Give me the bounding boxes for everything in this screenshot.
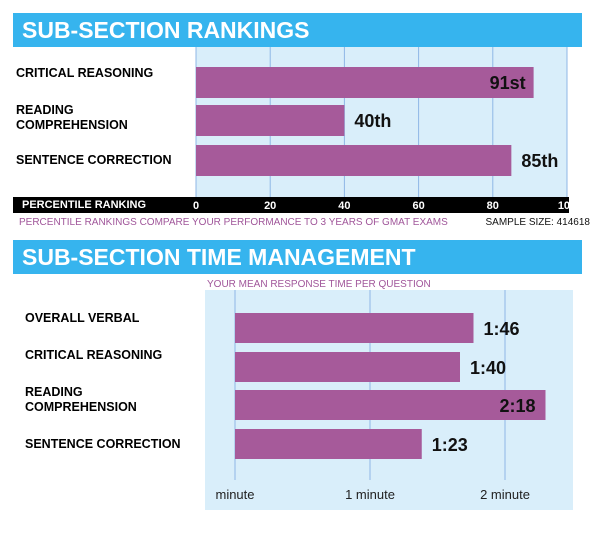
- time-chart-subtitle: YOUR MEAN RESPONSE TIME PER QUESTION: [207, 279, 431, 290]
- rankings-chart: 91st 40th 85th: [195, 47, 568, 197]
- rankings-tick-label: 0: [193, 200, 199, 212]
- time-bar: [235, 352, 460, 382]
- category-label-reading-comprehension: READING COMPREHENSION: [16, 103, 128, 132]
- percentile-axis-ticks: 0 20 40 60 80 100: [193, 200, 576, 212]
- percentile-axis-title: PERCENTILE RANKING: [22, 199, 147, 211]
- time-tick-label: minute: [215, 487, 254, 502]
- category-label-sentence-correction: SENTENCE CORRECTION: [16, 153, 172, 167]
- rankings-value-label: 85th: [521, 151, 558, 171]
- time-value-label: 1:40: [470, 358, 506, 378]
- rankings-tick-label: 100: [558, 200, 576, 212]
- percentile-axis-strip: [13, 197, 569, 213]
- time-management-banner-title: SUB-SECTION TIME MANAGEMENT: [13, 240, 582, 274]
- time-label-reading-comprehension: READING COMPREHENSION: [25, 385, 137, 414]
- time-label-sentence-correction: SENTENCE CORRECTION: [25, 437, 181, 451]
- time-label-critical-reasoning: CRITICAL REASONING: [25, 348, 163, 362]
- time-bar: [235, 390, 546, 420]
- time-value-label: 1:23: [432, 435, 468, 455]
- rankings-tick-label: 20: [264, 200, 276, 212]
- rankings-bar: [196, 105, 345, 136]
- rankings-tick-label: 60: [412, 200, 424, 212]
- sample-size: SAMPLE SIZE: 414618: [485, 217, 590, 228]
- rankings-value-label: 40th: [354, 111, 391, 131]
- percentile-note: PERCENTILE RANKINGS COMPARE YOUR PERFORM…: [19, 217, 448, 228]
- time-chart: minute 1 minute 2 minute 1:46 1:40 2:18 1:23: [205, 290, 573, 510]
- rankings-tick-label: 80: [487, 200, 499, 212]
- time-bar: [235, 429, 422, 459]
- rankings-bar: [196, 67, 534, 98]
- time-value-label: 1:46: [484, 319, 520, 339]
- rankings-value-label: 91st: [490, 73, 526, 93]
- rankings-bar: [196, 145, 512, 176]
- time-bar: [235, 313, 474, 343]
- time-value-label: 2:18: [499, 396, 535, 416]
- time-tick-label: 2 minute: [480, 487, 530, 502]
- time-tick-label: 1 minute: [345, 487, 395, 502]
- category-label-critical-reasoning: CRITICAL REASONING: [16, 66, 154, 80]
- time-label-overall-verbal: OVERALL VERBAL: [25, 311, 140, 325]
- rankings-tick-label: 40: [338, 200, 350, 212]
- rankings-banner-title: SUB-SECTION RANKINGS: [13, 13, 582, 47]
